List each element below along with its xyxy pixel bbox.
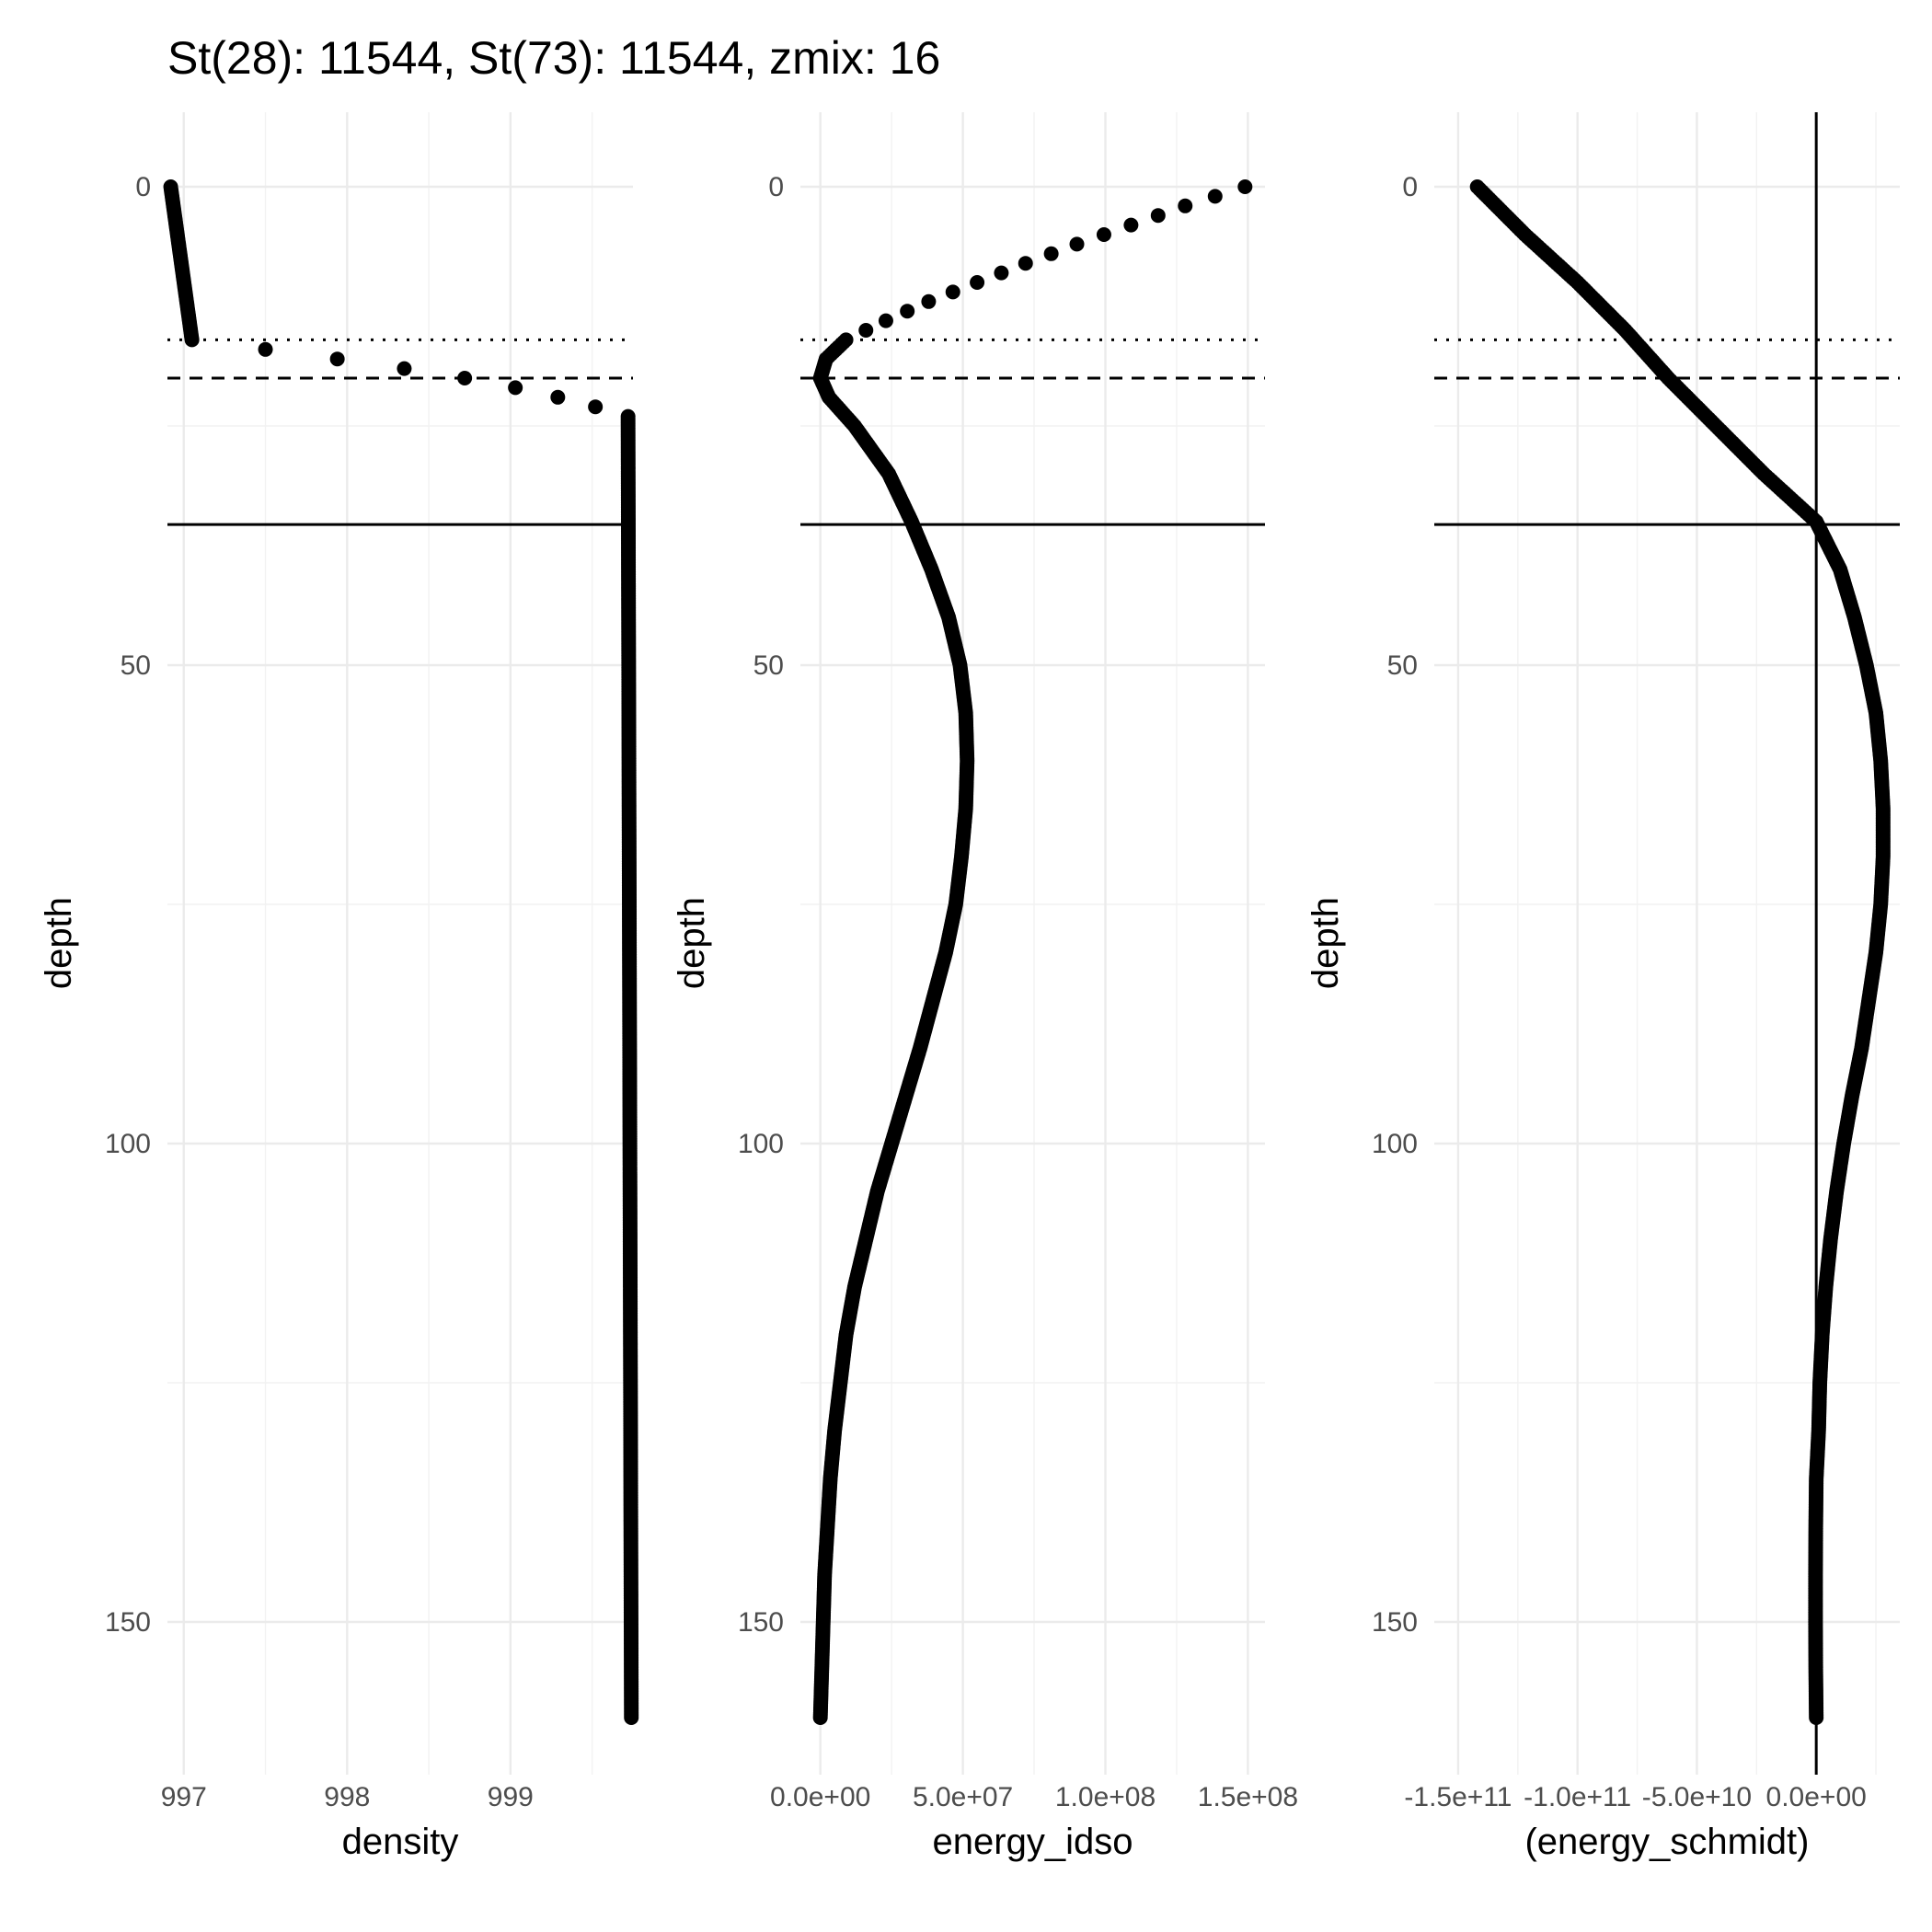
x-tick-label: -1.0e+11 <box>1524 1782 1631 1812</box>
data-point <box>900 304 915 319</box>
data-point <box>858 323 874 338</box>
data-point <box>1018 256 1033 271</box>
data-point <box>878 313 893 328</box>
y-axis-title: depth <box>1305 897 1346 989</box>
y-tick-label: 50 <box>753 650 784 681</box>
y-tick-label: 100 <box>738 1129 784 1159</box>
x-axis-title: energy_idso <box>933 1822 1133 1862</box>
y-tick-label: 50 <box>121 650 151 681</box>
data-point <box>921 293 937 309</box>
x-tick-label: 0.0e+00 <box>770 1782 870 1812</box>
x-tick-label: 1.0e+08 <box>1055 1782 1156 1812</box>
y-tick-label: 150 <box>1372 1607 1418 1638</box>
data-point <box>1150 208 1166 224</box>
data-point <box>550 389 566 405</box>
data-point <box>588 399 604 415</box>
y-tick-label: 100 <box>1372 1129 1418 1159</box>
data-point <box>1123 217 1139 233</box>
data-point <box>1096 227 1111 242</box>
data-point <box>1043 246 1059 261</box>
data-point <box>258 341 273 357</box>
x-axis-title: density <box>342 1822 459 1862</box>
x-tick-label: -1.5e+11 <box>1404 1782 1512 1812</box>
x-tick-label: 1.5e+08 <box>1198 1782 1298 1812</box>
data-point <box>812 1710 828 1725</box>
data-point <box>397 361 412 376</box>
x-tick-label: -5.0e+10 <box>1642 1782 1752 1812</box>
data-point <box>457 371 473 385</box>
data-point <box>970 275 985 290</box>
data-point <box>945 284 960 300</box>
data-point <box>1809 1710 1824 1725</box>
y-tick-label: 150 <box>738 1607 784 1638</box>
data-point <box>994 265 1009 281</box>
chart-title: St(28): 11544, St(73): 11544, zmix: 16 <box>167 32 941 84</box>
data-point <box>1237 179 1253 194</box>
y-tick-label: 0 <box>768 172 784 202</box>
x-tick-label: 5.0e+07 <box>913 1782 1013 1812</box>
x-tick-label: 997 <box>161 1782 207 1812</box>
y-axis-title: depth <box>672 897 712 989</box>
y-tick-label: 0 <box>135 172 151 202</box>
data-point <box>508 380 523 396</box>
y-tick-label: 0 <box>1402 172 1418 202</box>
data-point <box>184 332 200 348</box>
x-tick-label: 0.0e+00 <box>1766 1782 1867 1812</box>
data-point <box>329 351 345 367</box>
x-tick-label: 998 <box>324 1782 370 1812</box>
data-point <box>624 1710 639 1725</box>
y-tick-label: 150 <box>105 1607 151 1638</box>
data-point <box>1207 189 1223 204</box>
y-tick-label: 50 <box>1387 650 1418 681</box>
y-tick-label: 100 <box>105 1129 151 1159</box>
data-point <box>1069 236 1085 252</box>
x-axis-title: (energy_schmidt) <box>1524 1822 1809 1862</box>
y-axis-title: depth <box>39 897 79 989</box>
data-point <box>1178 198 1193 213</box>
x-tick-label: 999 <box>488 1782 534 1812</box>
